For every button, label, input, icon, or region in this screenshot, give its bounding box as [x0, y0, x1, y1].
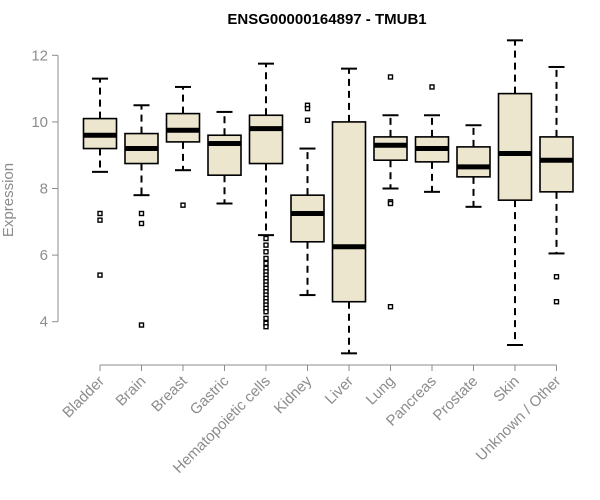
box-pancreas — [414, 84, 450, 193]
outlier-point — [263, 315, 269, 322]
box-lung — [373, 74, 408, 310]
x-tick-label: Bladder — [59, 373, 108, 422]
box-breast — [165, 85, 201, 208]
box-gastric — [207, 110, 242, 205]
box-skin — [497, 39, 533, 347]
outlier-point — [263, 323, 269, 330]
outlier-point — [180, 202, 186, 208]
outlier-point — [263, 249, 269, 255]
outlier-point — [387, 74, 394, 80]
x-tick-label: Skin — [490, 373, 523, 406]
outlier-point — [263, 309, 269, 315]
box-body — [248, 114, 284, 165]
y-tick-label: 8 — [40, 181, 48, 198]
outlier-point — [138, 220, 145, 227]
outlier-point — [553, 274, 560, 280]
box-body — [539, 136, 574, 193]
outlier-point — [263, 255, 269, 262]
box-bladder — [82, 77, 118, 278]
outlier-point — [97, 210, 103, 217]
box-body — [456, 146, 491, 178]
y-tick-label: 10 — [31, 114, 48, 131]
box-unknown-other — [539, 65, 574, 305]
box-prostate — [456, 124, 491, 208]
outlier-point — [263, 260, 269, 267]
x-tick-label: Prostate — [430, 373, 482, 425]
outlier-point — [429, 84, 435, 90]
outlier-point — [553, 299, 560, 305]
box-brain — [124, 104, 159, 328]
x-tick-label: Liver — [322, 373, 357, 408]
chart-title: ENSG00000164897 - TMUB1 — [227, 11, 426, 28]
x-tick-label: Kidney — [271, 372, 316, 417]
outlier-point — [138, 210, 145, 217]
outlier-point — [263, 242, 269, 248]
box-body — [373, 136, 408, 162]
box-body — [331, 121, 367, 303]
box-liver — [331, 67, 367, 355]
box-body — [497, 92, 533, 201]
box-kidney — [290, 102, 325, 297]
box-hematopoietic-cells — [248, 62, 284, 330]
y-axis: 4 6 8 10 12 — [31, 47, 59, 331]
outlier-point — [387, 200, 394, 207]
outlier-point — [97, 217, 103, 223]
y-axis-title: Expression — [0, 163, 17, 237]
x-tick-label: Brain — [113, 373, 150, 410]
y-tick-label: 4 — [40, 314, 48, 331]
x-tick-label: Breast — [148, 372, 191, 415]
outlier-point — [304, 117, 311, 123]
y-tick-label: 6 — [40, 247, 48, 264]
outlier-point — [263, 235, 269, 242]
outlier-point — [387, 304, 394, 310]
x-tick-label: Lung — [363, 373, 399, 409]
boxes-group — [82, 39, 574, 355]
y-tick-label: 12 — [31, 47, 48, 64]
outlier-point — [304, 105, 311, 112]
outlier-point — [138, 322, 145, 328]
outlier-point — [97, 272, 103, 278]
box-body — [290, 194, 325, 243]
